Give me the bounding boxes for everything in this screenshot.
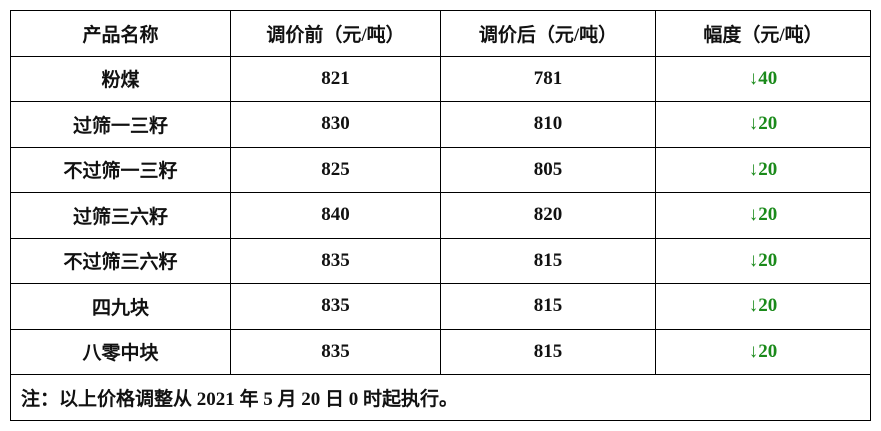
table-cell: 815 xyxy=(440,283,656,330)
change-cell: ↓20 xyxy=(655,328,871,375)
table-row: 过筛一三籽 830 810 ↓20 xyxy=(10,101,871,148)
table-cell: 821 xyxy=(230,55,441,102)
change-cell: ↓20 xyxy=(655,237,871,284)
note-row: 注：以上价格调整从 2021 年 5 月 20 日 0 时起执行。 xyxy=(10,374,871,421)
change-cell: ↓20 xyxy=(655,146,871,193)
table-cell: 820 xyxy=(440,192,656,239)
table-cell: 815 xyxy=(440,237,656,284)
table-row: 不过筛三六籽 835 815 ↓20 xyxy=(10,237,871,284)
header-row: 产品名称 调价前（元/吨） 调价后（元/吨） 幅度（元/吨） xyxy=(10,10,871,57)
table-cell: 805 xyxy=(440,146,656,193)
table-cell: 781 xyxy=(440,55,656,102)
change-cell: ↓40 xyxy=(655,55,871,102)
table-cell: 过筛三六籽 xyxy=(10,192,231,239)
note: 注：以上价格调整从 2021 年 5 月 20 日 0 时起执行。 xyxy=(10,374,871,421)
table-cell: 不过筛一三籽 xyxy=(10,146,231,193)
header-cell: 调价后（元/吨） xyxy=(440,10,656,57)
table-row: 不过筛一三籽 825 805 ↓20 xyxy=(10,146,871,193)
table-cell: 835 xyxy=(230,237,441,284)
table-cell: 815 xyxy=(440,328,656,375)
change-cell: ↓20 xyxy=(655,101,871,148)
table-row: 过筛三六籽 840 820 ↓20 xyxy=(10,192,871,239)
header-cell: 调价前（元/吨） xyxy=(230,10,441,57)
table-cell: 825 xyxy=(230,146,441,193)
table-cell: 810 xyxy=(440,101,656,148)
table-cell: 过筛一三籽 xyxy=(10,101,231,148)
table-body: 产品名称 调价前（元/吨） 调价后（元/吨） 幅度（元/吨） 粉煤 821 781 ↓40 过… xyxy=(10,10,871,421)
table-cell: 835 xyxy=(230,328,441,375)
header-cell: 幅度（元/吨） xyxy=(655,10,871,57)
table-cell: 不过筛三六籽 xyxy=(10,237,231,284)
table-row: 八零中块 835 815 ↓20 xyxy=(10,328,871,375)
table-cell: 840 xyxy=(230,192,441,239)
header-cell: 产品名称 xyxy=(10,10,231,57)
table-row: 粉煤 821 781 ↓40 xyxy=(10,55,871,102)
table-cell: 粉煤 xyxy=(10,55,231,102)
price-table: 产品名称 调价前（元/吨） 调价后（元/吨） 幅度（元/吨） 粉煤 821 781 ↓40 过… xyxy=(10,10,871,421)
table-cell: 830 xyxy=(230,101,441,148)
table-row: 四九块 835 815 ↓20 xyxy=(10,283,871,330)
table-cell: 835 xyxy=(230,283,441,330)
change-cell: ↓20 xyxy=(655,192,871,239)
change-cell: ↓20 xyxy=(655,283,871,330)
table-cell: 四九块 xyxy=(10,283,231,330)
table-cell: 八零中块 xyxy=(10,328,231,375)
